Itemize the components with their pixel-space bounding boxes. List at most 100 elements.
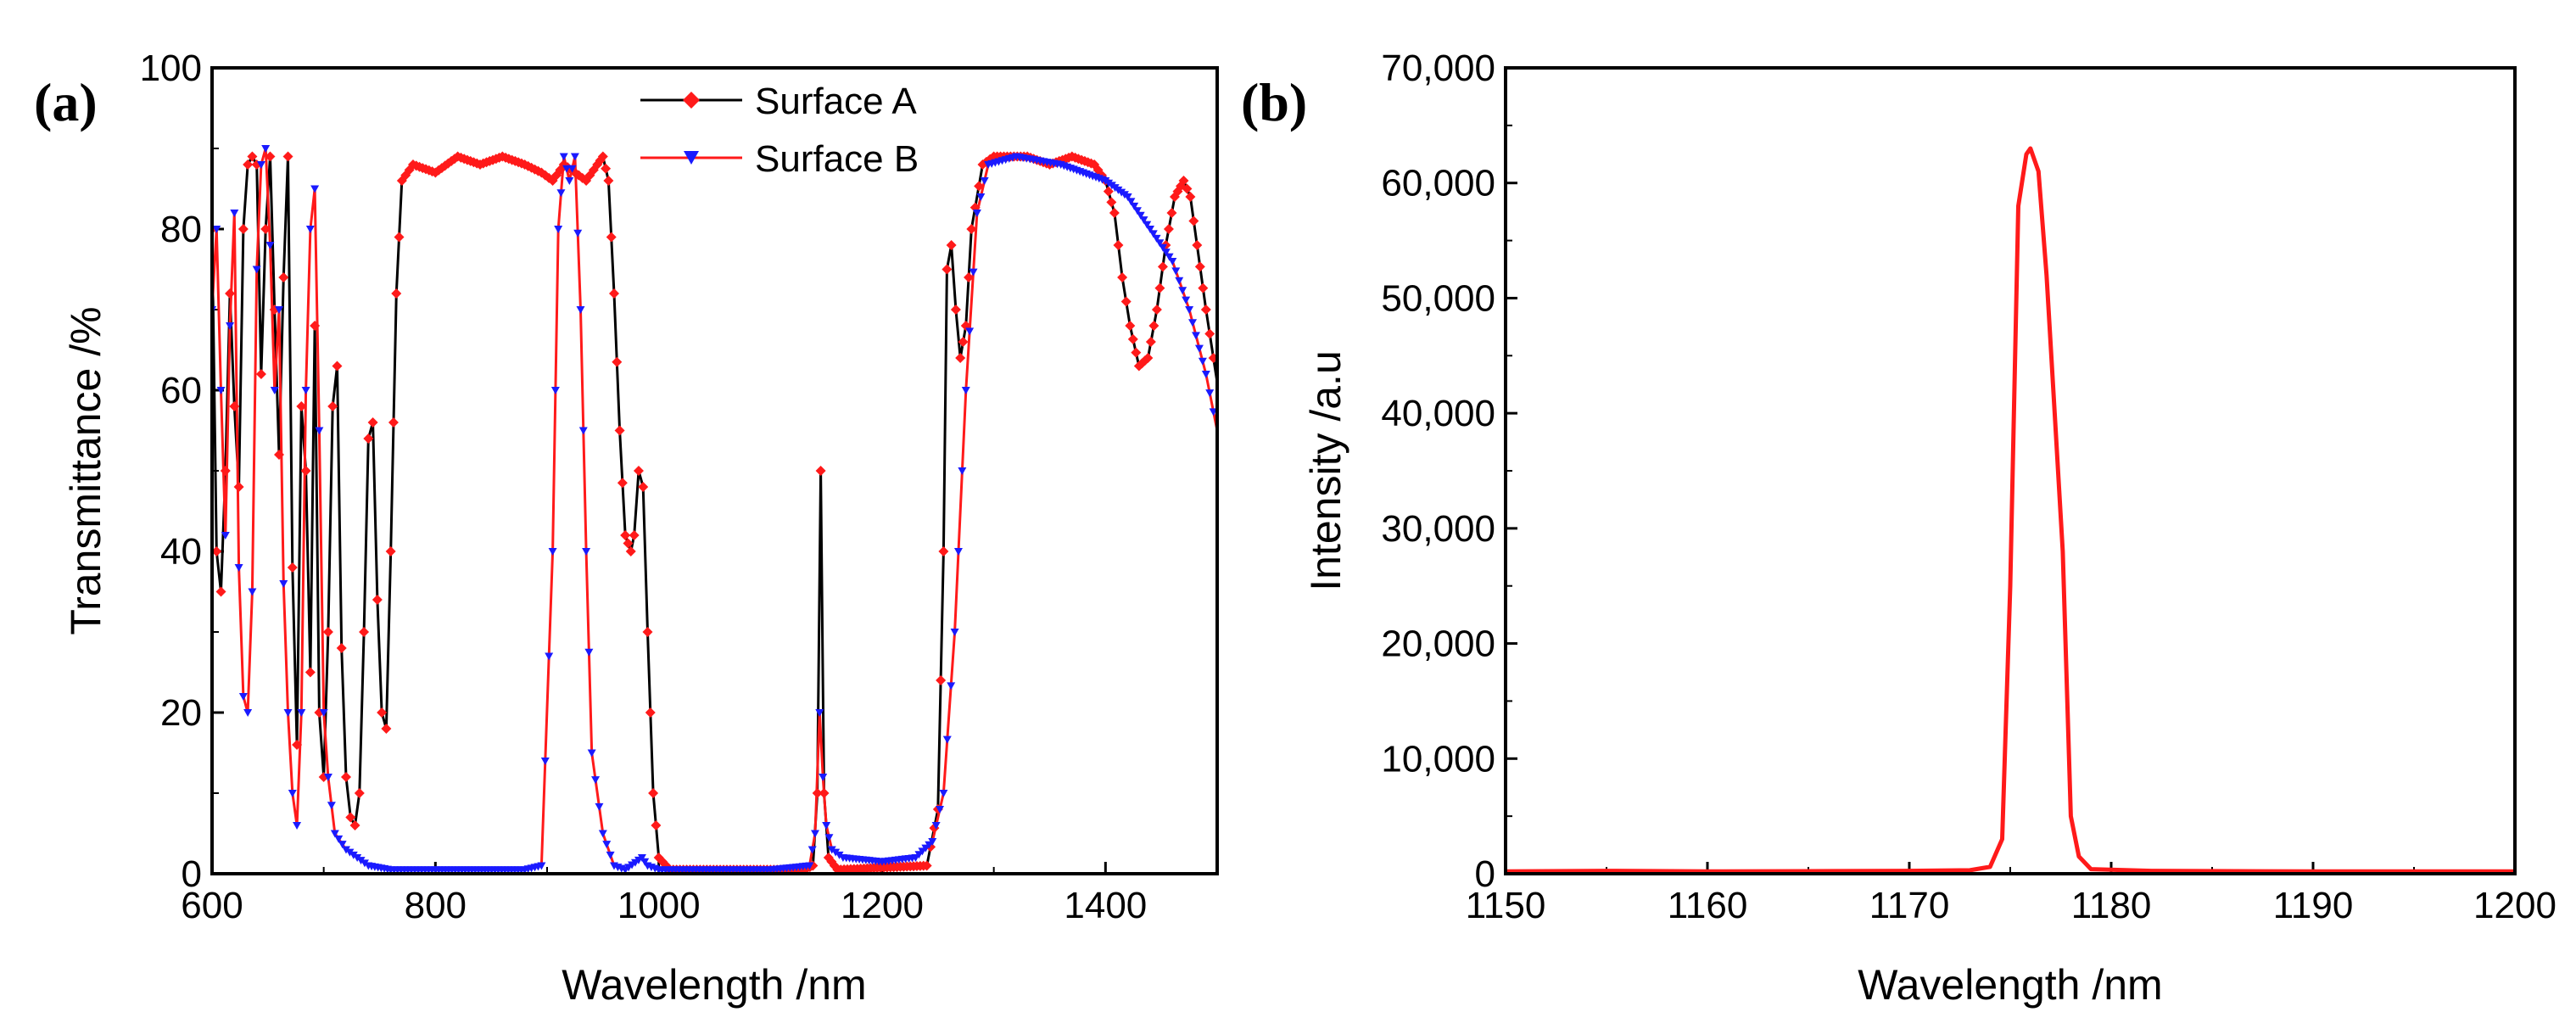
panel-b-y-tick-label: 70,000 [1381,48,1495,89]
panel-a-point-surface-a [322,627,333,637]
panel-a-point-surface-b [562,165,572,173]
panel-a-point-surface-b [976,193,986,201]
panel-a-point-surface-a [278,272,289,282]
panel-a-point-surface-b [582,548,591,556]
panel-a-point-surface-b [1130,202,1139,210]
panel-a-point-surface-b [226,322,235,330]
panel-a-point-surface-b [1136,211,1145,220]
panel-a-x-tick-label: 800 [405,885,467,926]
panel-a-point-surface-a [1198,282,1209,294]
panel-a-point-surface-a [1200,305,1211,315]
panel-a-point-surface-a [332,361,343,372]
panel-a-point-surface-a [966,224,977,234]
panel-b-series-spectrum [1506,146,2515,874]
panel-a-x-tick-label: 1400 [1064,885,1147,926]
panel-a-point-surface-a [936,675,947,685]
panel-a-point-surface-a [296,401,307,411]
panel-a-point-surface-b [824,834,834,842]
panel-a-point-surface-a [247,151,258,162]
panel-a-point-surface-b [961,387,970,394]
panel-a-point-surface-b [942,735,952,744]
panel-a-label: (a) [34,72,98,132]
panel-b-x-axis-title: Wavelength /nm [1858,961,2162,1009]
legend-marker-surface-a [683,92,700,109]
panel-a-point-surface-b [540,758,550,765]
panel-a-point-surface-b [598,830,607,838]
panel-a-point-surface-a [1192,240,1203,250]
panel-a-x-tick-label: 1000 [617,885,701,926]
panel-a-y-tick-label: 80 [160,209,202,250]
panel-a-point-surface-b [827,846,836,854]
panel-a-point-surface-b [950,629,959,636]
panel-a-point-surface-b [578,427,588,435]
panel-b-x-tick-label: 1160 [1668,885,1748,926]
panel-a-point-surface-a [614,425,625,436]
panel-a-point-surface-a [287,562,298,573]
panel-a-point-surface-a [391,288,402,299]
panel-a-point-surface-a [394,232,405,243]
panel-a-point-surface-a [629,530,640,540]
panel-b-y-tick-label: 30,000 [1381,508,1495,550]
panel-a-point-surface-b [807,846,817,854]
panel-a-point-surface-b [297,709,306,717]
panel-a-point-surface-b [301,387,310,394]
panel-a-point-surface-a [642,627,653,637]
panel-a-point-surface-a [1117,272,1128,282]
panel-a-point-surface-a [1106,197,1117,208]
panel-a-point-surface-a [1178,176,1189,186]
panel-a-point-surface-a [955,353,966,363]
panel-a-point-surface-a [609,288,619,299]
panel-a-point-surface-b [1205,389,1215,398]
panel-a-point-surface-a [648,788,659,798]
panel-a-point-surface-b [1194,344,1204,353]
panel-a-point-surface-b [1152,234,1161,243]
panel-a-point-surface-b [319,709,328,717]
panel-a-point-surface-b [936,806,945,814]
panel-a-point-surface-a [215,586,226,597]
panel-a-point-surface-b [360,859,369,868]
panel-a-point-surface-b [323,774,332,781]
panel-a-point-surface-a [1143,353,1154,363]
panel-b-line-spectrum [1506,146,2515,874]
panel-a-point-surface-b [819,774,828,781]
panel-a-point-surface-a [212,546,222,556]
panel-b-y-tick-label: 0 [1475,853,1495,895]
legend-entry-surface-b: Surface B [640,138,919,180]
panel-a-point-surface-a [815,466,826,476]
panel-a-point-surface-b [221,532,230,540]
panel-a-point-surface-b [243,709,253,717]
panel-a-point-surface-b [1139,216,1148,225]
panel-a-point-surface-b [334,835,344,843]
panel-a-point-surface-a [1204,328,1215,339]
panel-a-point-surface-b [559,153,568,161]
panel-a-point-surface-b [234,564,243,572]
panel-a-point-surface-b [550,387,560,394]
panel-a-point-surface-a [1163,224,1174,234]
panel-a-point-surface-a [938,546,949,556]
panel-a-point-surface-b [1191,332,1200,340]
legend-label-surface-b: Surface B [755,138,919,180]
panel-a-point-surface-a [1120,296,1132,307]
panel-a-point-surface-b [931,822,941,830]
panel-a-point-surface-b [252,266,261,274]
panel-a-point-surface-a [601,163,612,174]
panel-a-point-surface-a [243,159,254,170]
panel-b-x-tick-label: 1180 [2071,885,2152,926]
panel-a-point-surface-b [1175,277,1184,285]
panel-a-point-surface-a [946,240,957,250]
panel-a-point-surface-a [372,595,383,605]
panel-a-point-surface-b [545,652,554,661]
panel-a-point-surface-a [1182,183,1193,194]
panel-a-point-surface-b [1155,239,1165,248]
panel-a-point-surface-b [537,862,546,870]
panel-a-point-surface-b [584,648,594,657]
panel-a-point-surface-a [1109,208,1120,218]
panel-a-point-surface-b [576,306,585,314]
panel-b-label: (b) [1241,72,1307,132]
panel-a-point-surface-b [265,242,275,249]
panel-b-x-tick-label: 1190 [2273,885,2354,926]
panel-a-point-surface-b [349,851,358,859]
panel-a-series-surface-a [212,151,1217,874]
panel-a-point-surface-b [969,268,978,277]
panel-a-point-surface-a [1145,337,1156,347]
